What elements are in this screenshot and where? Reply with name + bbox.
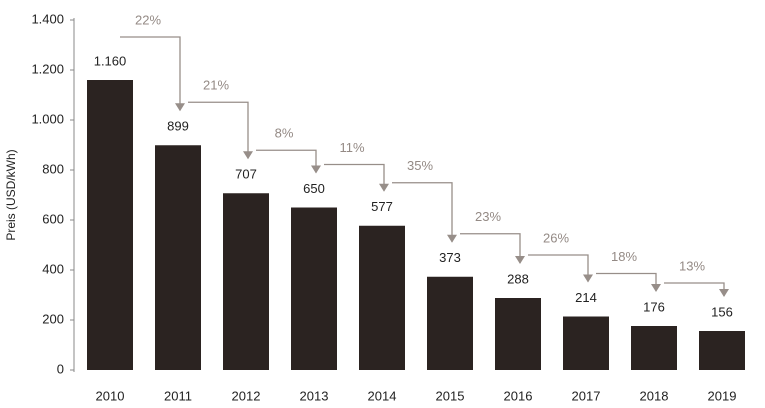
value-label: 650 [303, 181, 325, 196]
value-label: 707 [235, 167, 257, 182]
x-tick-label: 2016 [504, 388, 533, 403]
y-tick-label: 1.000 [31, 111, 64, 126]
value-label: 1.160 [94, 53, 127, 68]
y-tick-label: 200 [42, 311, 64, 326]
arrow-head [447, 234, 457, 243]
arrow-head [651, 284, 661, 292]
x-tick-label: 2013 [300, 388, 329, 403]
change-label: 23% [475, 209, 501, 224]
bar [87, 80, 133, 370]
y-tick-label: 600 [42, 211, 64, 226]
arrow-head [243, 151, 253, 160]
value-label: 373 [439, 250, 461, 265]
y-tick-label: 800 [42, 161, 64, 176]
bar [359, 225, 405, 370]
value-label: 176 [643, 299, 665, 314]
bar [155, 145, 201, 370]
x-tick-label: 2019 [708, 388, 737, 403]
bar [495, 298, 541, 370]
arrow-head [719, 289, 729, 297]
bar [563, 316, 609, 370]
bar [699, 331, 745, 370]
arrow-head [583, 274, 593, 283]
y-tick-label: 400 [42, 261, 64, 276]
value-label: 899 [167, 119, 189, 134]
x-tick-label: 2014 [368, 388, 397, 403]
value-label: 288 [507, 271, 529, 286]
change-label: 21% [203, 78, 229, 93]
arrow-head [515, 256, 525, 264]
x-tick-label: 2010 [96, 388, 125, 403]
change-label: 35% [407, 158, 433, 173]
change-arrow [664, 282, 725, 296]
x-tick-label: 2012 [232, 388, 261, 403]
change-arrow [392, 182, 453, 242]
change-label: 13% [679, 258, 705, 273]
change-label: 8% [275, 126, 294, 141]
x-tick-label: 2017 [572, 388, 601, 403]
x-tick-label: 2011 [164, 388, 192, 403]
change-arrow [324, 163, 385, 191]
change-arrow [528, 254, 589, 282]
arrow-head [311, 165, 321, 174]
change-label: 26% [543, 230, 569, 245]
bar [223, 193, 269, 370]
value-label: 214 [575, 290, 597, 305]
change-arrow [188, 101, 249, 159]
y-tick-label: 1.400 [31, 11, 64, 26]
change-arrow [256, 149, 317, 173]
value-label: 577 [371, 199, 393, 214]
change-arrow [460, 233, 521, 263]
change-label: 11% [339, 140, 364, 155]
change-arrow [596, 272, 657, 291]
y-tick-label: 1.200 [31, 61, 64, 76]
bar [427, 276, 473, 370]
change-label: 18% [611, 249, 637, 264]
bar [631, 326, 677, 370]
x-tick-label: 2018 [640, 388, 669, 403]
y-axis-label: Preis (USD/kWh) [4, 149, 18, 240]
x-tick-label: 2015 [436, 388, 465, 403]
arrow-head [175, 103, 185, 112]
y-tick-label: 0 [57, 361, 64, 376]
arrow-head [379, 183, 389, 192]
bar [291, 207, 337, 370]
change-label: 22% [135, 12, 161, 27]
change-arrow [120, 36, 181, 111]
value-label: 156 [711, 304, 733, 319]
